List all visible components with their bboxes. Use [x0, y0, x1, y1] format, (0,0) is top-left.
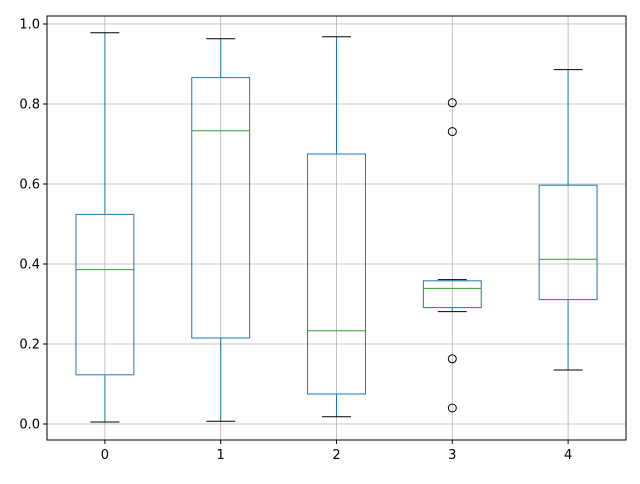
iqr-box — [191, 77, 251, 339]
iqr-box — [75, 213, 135, 376]
x-tick-label: 3 — [448, 448, 456, 463]
y-tick-label: 0.6 — [19, 178, 40, 193]
iqr-box — [307, 153, 366, 395]
outlier-point — [447, 98, 457, 108]
box-group-1 — [191, 38, 251, 422]
outlier-point — [447, 403, 457, 413]
outlier-point — [447, 127, 457, 137]
outlier-point — [447, 354, 457, 364]
box-group-4 — [538, 69, 598, 371]
y-tick-label: 1.0 — [19, 18, 40, 33]
y-tick-label: 0.4 — [19, 258, 40, 273]
x-tick-label: 4 — [564, 448, 572, 463]
y-tick-label: 0.2 — [19, 338, 40, 353]
x-tick-label: 0 — [101, 448, 109, 463]
x-tick-label: 2 — [332, 448, 340, 463]
boxes-layer — [75, 32, 598, 423]
ticks-layer: 0.0 0.2 0.4 0.6 0.8 1.0 0 1 2 3 4 — [19, 18, 572, 464]
y-tick-label: 0.0 — [19, 418, 40, 433]
box-group-3 — [422, 98, 482, 413]
y-tick-label: 0.8 — [19, 98, 40, 113]
box-group-0 — [75, 32, 135, 423]
iqr-box — [422, 280, 482, 309]
x-tick-label: 1 — [217, 448, 225, 463]
iqr-box — [538, 184, 598, 301]
box-group-2 — [307, 36, 366, 418]
